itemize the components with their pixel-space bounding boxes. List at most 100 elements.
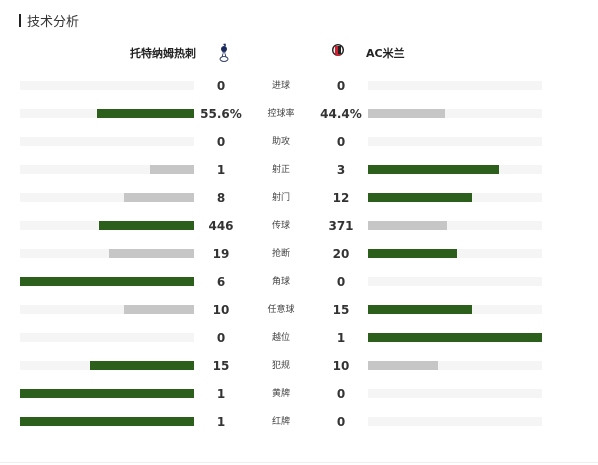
stat-label: 控球率 — [267, 109, 295, 119]
home-team-name[interactable]: 托特纳姆热刺 — [130, 47, 196, 60]
home-stat-value: 15 — [212, 359, 230, 373]
stat-label: 进球 — [271, 81, 290, 91]
away-bar-fill — [368, 221, 447, 230]
stat-row: 10 任意球 15 — [0, 303, 598, 317]
away-bar-track — [368, 249, 542, 258]
ac-milan-crest-icon[interactable] — [331, 42, 345, 62]
away-stat-value: 1 — [336, 331, 346, 345]
stat-row: 6 角球 0 — [0, 275, 598, 289]
away-bar-track — [368, 417, 542, 426]
away-bar-fill — [368, 305, 472, 314]
away-stat-value: 44.4% — [320, 107, 362, 121]
away-stat-value: 371 — [328, 219, 354, 233]
home-stat-value: 8 — [216, 191, 226, 205]
away-stat-value: 0 — [336, 135, 346, 149]
home-bar-fill — [97, 109, 194, 118]
away-bar-track — [368, 137, 542, 146]
home-bar-track — [20, 361, 194, 370]
home-bar-track — [20, 193, 194, 202]
stat-row: 0 进球 0 — [0, 79, 598, 93]
home-bar-track — [20, 333, 194, 342]
home-bar-fill — [99, 221, 194, 230]
home-stat-value: 19 — [212, 247, 230, 261]
away-stat-value: 0 — [336, 415, 346, 429]
home-bar-track — [20, 305, 194, 314]
away-bar-track — [368, 221, 542, 230]
stat-row: 446 传球 371 — [0, 219, 598, 233]
home-bar-fill — [109, 249, 194, 258]
tottenham-cockerel-icon[interactable] — [217, 42, 231, 62]
title-accent-bar — [19, 13, 21, 27]
home-stat-value: 1 — [216, 415, 226, 429]
home-bar-track — [20, 249, 194, 258]
away-bar-track — [368, 333, 542, 342]
away-bar-fill — [368, 193, 472, 202]
away-bar-track — [368, 109, 542, 118]
home-bar-fill — [124, 193, 194, 202]
home-bar-fill — [124, 305, 194, 314]
stat-label: 黄牌 — [271, 389, 290, 399]
home-stat-value: 1 — [216, 387, 226, 401]
away-stat-value: 10 — [332, 359, 350, 373]
away-stat-value: 15 — [332, 303, 350, 317]
away-bar-track — [368, 389, 542, 398]
section-title: 技术分析 — [27, 14, 80, 30]
stat-label: 射门 — [271, 193, 290, 203]
stat-label: 犯规 — [271, 361, 290, 371]
away-team-name[interactable]: AC米兰 — [366, 47, 405, 60]
stat-row: 55.6% 控球率 44.4% — [0, 107, 598, 121]
away-bar-fill — [368, 109, 445, 118]
stat-label: 角球 — [271, 277, 290, 287]
home-stat-value: 6 — [216, 275, 226, 289]
stat-label: 越位 — [271, 333, 290, 343]
away-stat-value: 12 — [332, 191, 350, 205]
away-bar-track — [368, 361, 542, 370]
home-bar-track — [20, 165, 194, 174]
stat-row: 19 抢断 20 — [0, 247, 598, 261]
away-bar-fill — [368, 249, 457, 258]
home-stat-value: 0 — [216, 79, 226, 93]
home-bar-fill — [20, 389, 194, 398]
stat-row: 1 射正 3 — [0, 163, 598, 177]
away-stat-value: 3 — [336, 163, 346, 177]
away-bar-track — [368, 81, 542, 90]
stat-label: 抢断 — [271, 249, 290, 259]
away-bar-fill — [368, 333, 542, 342]
away-bar-fill — [368, 361, 438, 370]
home-stat-value: 0 — [216, 135, 226, 149]
away-bar-track — [368, 165, 542, 174]
away-stat-value: 20 — [332, 247, 350, 261]
home-bar-track — [20, 277, 194, 286]
stat-row: 15 犯规 10 — [0, 359, 598, 373]
away-bar-track — [368, 193, 542, 202]
home-bar-track — [20, 389, 194, 398]
away-stat-value: 0 — [336, 275, 346, 289]
stat-row: 1 黄牌 0 — [0, 387, 598, 401]
stat-label: 射正 — [271, 165, 290, 175]
home-bar-fill — [20, 277, 194, 286]
away-bar-track — [368, 277, 542, 286]
stat-row: 1 红牌 0 — [0, 415, 598, 429]
home-bar-track — [20, 81, 194, 90]
home-bar-fill — [20, 417, 194, 426]
home-stat-value: 0 — [216, 331, 226, 345]
divider — [0, 462, 598, 463]
stat-row: 8 射门 12 — [0, 191, 598, 205]
stat-label: 任意球 — [267, 305, 295, 315]
stat-row: 0 助攻 0 — [0, 135, 598, 149]
away-stat-value: 0 — [336, 79, 346, 93]
home-bar-track — [20, 137, 194, 146]
stat-label: 传球 — [271, 221, 290, 231]
away-bar-fill — [368, 165, 499, 174]
home-bar-track — [20, 109, 194, 118]
away-bar-track — [368, 305, 542, 314]
home-bar-track — [20, 417, 194, 426]
home-bar-fill — [90, 361, 194, 370]
stat-row: 0 越位 1 — [0, 331, 598, 345]
stat-label: 助攻 — [271, 137, 290, 147]
home-stat-value: 1 — [216, 163, 226, 177]
home-bar-track — [20, 221, 194, 230]
section-header: 技术分析 — [19, 10, 79, 30]
home-stat-value: 55.6% — [200, 107, 242, 121]
home-bar-fill — [150, 165, 194, 174]
